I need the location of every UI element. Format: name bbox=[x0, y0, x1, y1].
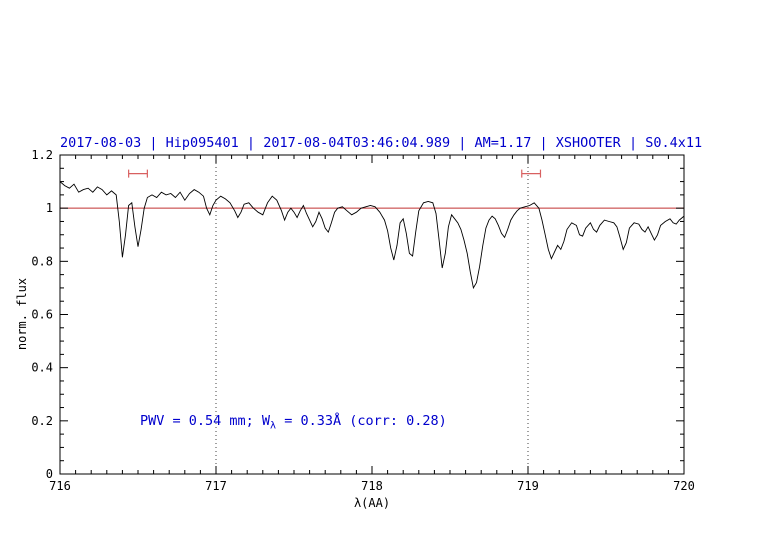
pwv-annotation-suffix: = 0.33Å (corr: 0.28) bbox=[276, 413, 447, 429]
pwv-annotation: PWV = 0.54 mm; Wλ = 0.33Å (corr: 0.28) bbox=[140, 413, 447, 432]
y-tick-label: 1 bbox=[46, 201, 53, 215]
pwv-annotation-lambda-subscript: λ bbox=[270, 420, 277, 432]
x-tick-label: 716 bbox=[49, 479, 71, 493]
y-tick-label: 0.2 bbox=[31, 414, 53, 428]
y-tick-label: 0.4 bbox=[31, 361, 53, 375]
x-tick-label: 719 bbox=[517, 479, 539, 493]
y-tick-label: 0 bbox=[46, 467, 53, 481]
y-tick-label: 0.6 bbox=[31, 308, 53, 322]
x-tick-label: 717 bbox=[205, 479, 227, 493]
spectrum-line bbox=[59, 181, 685, 290]
plot-title: 2017-08-03 | Hip095401 | 2017-08-04T03:4… bbox=[60, 135, 703, 151]
y-axis-label: norm. flux bbox=[15, 277, 29, 351]
pwv-annotation-prefix: PWV = 0.54 mm; W bbox=[140, 413, 271, 429]
y-tick-label: 0.8 bbox=[31, 254, 53, 268]
y-tick-label: 1.2 bbox=[31, 148, 53, 162]
x-axis-label: λ(AA) bbox=[353, 496, 391, 510]
x-tick-label: 720 bbox=[673, 479, 695, 493]
x-tick-label: 718 bbox=[361, 479, 383, 493]
